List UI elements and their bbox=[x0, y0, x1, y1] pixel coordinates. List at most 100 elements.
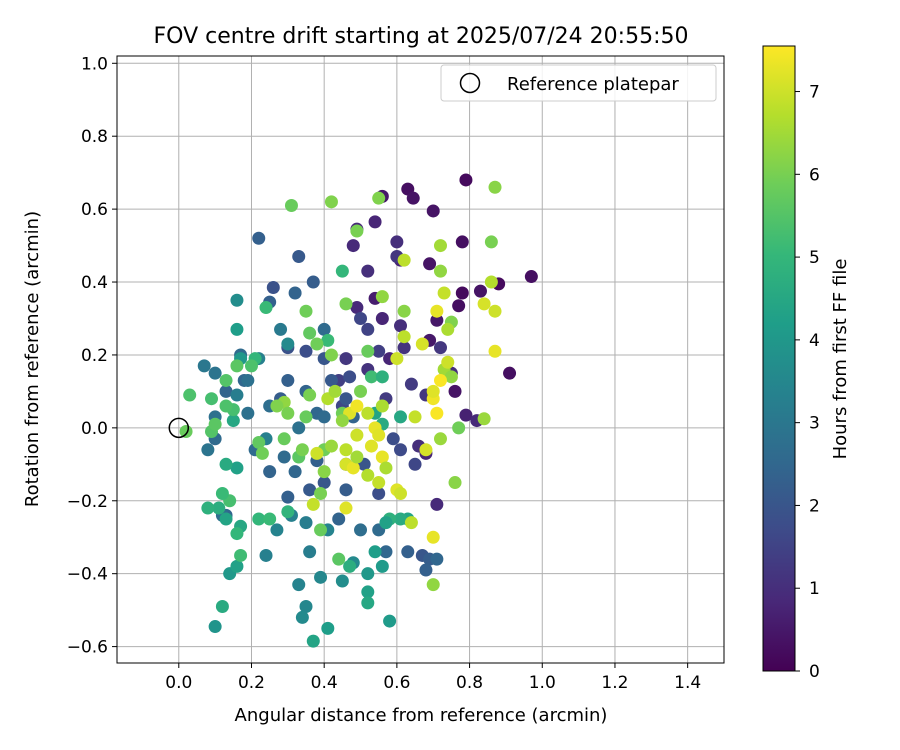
scatter-point bbox=[208, 366, 222, 380]
scatter-point bbox=[230, 322, 244, 336]
scatter-point bbox=[324, 439, 338, 453]
scatter-point bbox=[386, 432, 400, 446]
scatter-point bbox=[423, 257, 437, 271]
scatter-point bbox=[244, 359, 258, 373]
scatter-point bbox=[339, 483, 353, 497]
scatter-point bbox=[397, 341, 411, 355]
scatter-point bbox=[390, 352, 404, 366]
scatter-point bbox=[321, 333, 335, 347]
scatter-point bbox=[335, 414, 349, 428]
scatter-point bbox=[354, 523, 368, 537]
plot-background bbox=[117, 56, 724, 663]
scatter-point bbox=[339, 297, 353, 311]
scatter-point bbox=[310, 446, 324, 460]
scatter-point bbox=[252, 231, 266, 245]
scatter-point bbox=[394, 319, 408, 333]
scatter-point bbox=[339, 392, 353, 406]
legend: Reference platepar bbox=[440, 64, 717, 102]
scatter-point bbox=[212, 501, 226, 515]
scatter-point bbox=[310, 337, 324, 351]
scatter-point bbox=[317, 476, 331, 490]
scatter-point bbox=[375, 311, 389, 325]
scatter-point bbox=[299, 599, 313, 613]
scatter-point bbox=[303, 483, 317, 497]
scatter-point bbox=[328, 384, 342, 398]
scatter-point bbox=[455, 235, 469, 249]
scatter-point bbox=[281, 373, 295, 387]
scatter-point bbox=[397, 330, 411, 344]
scatter-point bbox=[339, 501, 353, 515]
scatter-point bbox=[230, 461, 244, 475]
scatter-point bbox=[317, 322, 331, 336]
scatter-point bbox=[375, 399, 389, 413]
scatter-point bbox=[394, 486, 408, 500]
scatter-point bbox=[335, 574, 349, 588]
scatter-point bbox=[372, 344, 386, 358]
scatter-point bbox=[179, 425, 193, 439]
scatter-point bbox=[430, 313, 444, 327]
scatter-point bbox=[433, 432, 447, 446]
scatter-point bbox=[379, 545, 393, 559]
scatter-point bbox=[350, 428, 364, 442]
y-tick-label: 1.0 bbox=[81, 54, 108, 74]
scatter-point bbox=[433, 239, 447, 253]
scatter-point bbox=[433, 373, 447, 387]
scatter-point bbox=[226, 414, 240, 428]
x-axis-ticks: 0.0 0.2 0.4 0.6 0.8 1.0 1.2 1.4 bbox=[165, 663, 701, 693]
scatter-point bbox=[361, 406, 375, 420]
legend-label: Reference platepar bbox=[507, 74, 679, 95]
y-axis-ticks: −0.6 −0.4 −0.2 0.0 0.2 0.4 0.6 0.8 1.0 bbox=[67, 54, 117, 658]
y-tick-label: −0.6 bbox=[67, 638, 108, 658]
scatter-point bbox=[430, 304, 444, 318]
scatter-point bbox=[415, 337, 429, 351]
scatter-point bbox=[452, 299, 466, 313]
scatter-point bbox=[277, 450, 291, 464]
scatter-point bbox=[252, 435, 266, 449]
scatter-point bbox=[263, 465, 277, 479]
scatter-point bbox=[332, 512, 346, 526]
scatter-point bbox=[477, 297, 491, 311]
scatter-point bbox=[277, 432, 291, 446]
scatter-point bbox=[284, 198, 298, 212]
scatter-point bbox=[503, 366, 517, 380]
scatter-point bbox=[488, 344, 502, 358]
scatter-point bbox=[426, 578, 440, 592]
scatter-point bbox=[306, 634, 320, 648]
scatter-point bbox=[430, 497, 444, 511]
scatter-point bbox=[437, 286, 451, 300]
y-tick-label: 0.8 bbox=[81, 127, 108, 147]
scatter-point bbox=[404, 377, 418, 391]
scatter-point bbox=[270, 399, 284, 413]
scatter-point bbox=[406, 191, 420, 205]
x-tick-label: 0.2 bbox=[238, 673, 265, 693]
scatter-point bbox=[404, 516, 418, 530]
scatter-point bbox=[459, 408, 473, 422]
colorbar-tick-label: 6 bbox=[809, 165, 820, 185]
scatter-point bbox=[524, 270, 538, 284]
colorbar-tick-label: 2 bbox=[809, 496, 820, 516]
scatter-point bbox=[397, 253, 411, 267]
scatter-point bbox=[430, 552, 444, 566]
colorbar-tick-label: 7 bbox=[809, 83, 820, 103]
scatter-point bbox=[219, 457, 233, 471]
plot-frame bbox=[116, 55, 725, 664]
scatter-point bbox=[397, 304, 411, 318]
scatter-point bbox=[354, 311, 368, 325]
scatter-point bbox=[350, 450, 364, 464]
scatter-point bbox=[354, 384, 368, 398]
scatter-point bbox=[288, 465, 302, 479]
scatter-point bbox=[346, 461, 360, 475]
scatter-point bbox=[419, 443, 433, 457]
scatter-point bbox=[295, 443, 309, 457]
colorbar-tick-label: 0 bbox=[809, 662, 820, 682]
scatter-point bbox=[281, 505, 295, 519]
scatter-point bbox=[281, 490, 295, 504]
scatter-point bbox=[292, 250, 306, 264]
scatter-point bbox=[394, 512, 408, 526]
scatter-point bbox=[314, 486, 328, 500]
scatter-point bbox=[452, 421, 466, 435]
scatter-point bbox=[215, 486, 229, 500]
scatter-point bbox=[379, 516, 393, 530]
scatter-point bbox=[441, 355, 455, 369]
scatter-point bbox=[375, 559, 389, 573]
